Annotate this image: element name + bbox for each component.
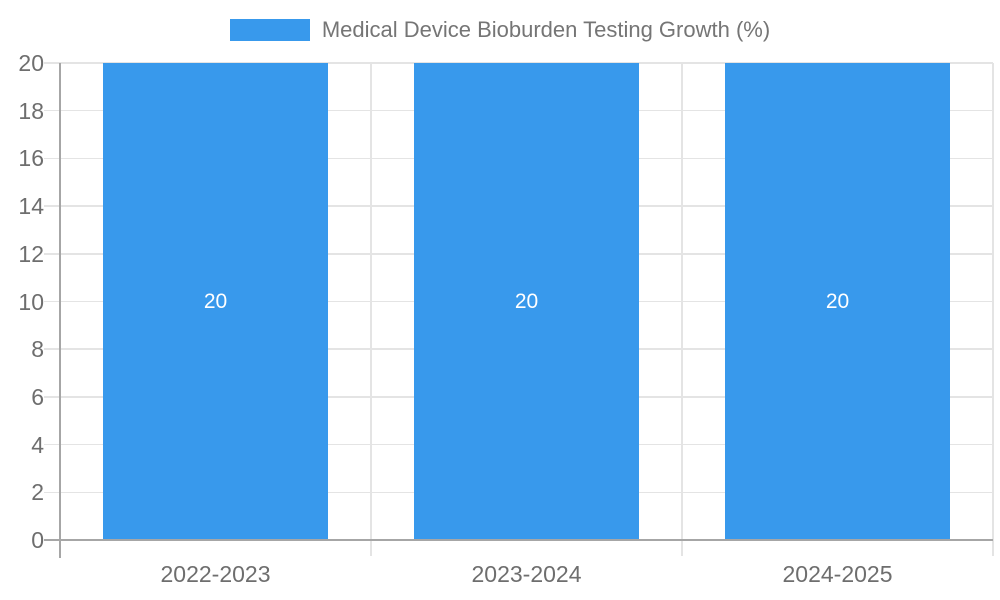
gridline-x-1 bbox=[370, 63, 372, 556]
gridline-x-2 bbox=[681, 63, 683, 556]
y-tick-label-4: 4 bbox=[31, 431, 44, 458]
legend-label: Medical Device Bioburden Testing Growth … bbox=[321, 17, 771, 42]
y-tick-label-12: 12 bbox=[18, 240, 44, 267]
y-axis-line bbox=[59, 63, 61, 558]
bar-value-label: 20 bbox=[203, 289, 228, 313]
y-tick-label-6: 6 bbox=[31, 383, 44, 410]
x-tick-label-2022-2023: 2022-2023 bbox=[160, 561, 271, 587]
y-tick-label-8: 8 bbox=[31, 336, 44, 363]
y-tick-label-20: 20 bbox=[18, 50, 44, 76]
y-tick-label-2: 2 bbox=[31, 479, 44, 506]
legend[interactable]: Medical Device Bioburden Testing Growth … bbox=[0, 17, 1000, 43]
legend-color-swatch-icon bbox=[229, 19, 310, 41]
plot-area: 20 20 20 bbox=[44, 62, 994, 558]
y-tick-label-0: 0 bbox=[31, 527, 44, 553]
bar-2022-2023[interactable]: 20 bbox=[103, 63, 328, 540]
x-tick-label-2023-2024: 2023-2024 bbox=[471, 561, 582, 587]
y-tick-label-16: 16 bbox=[18, 145, 44, 172]
x-axis-line bbox=[44, 539, 993, 541]
bar-value-label: 20 bbox=[825, 289, 850, 313]
x-tick-label-2024-2025: 2024-2025 bbox=[782, 561, 893, 587]
bar-2024-2025[interactable]: 20 bbox=[725, 63, 950, 540]
y-tick-label-14: 14 bbox=[18, 193, 44, 220]
gridline-x-3 bbox=[992, 63, 994, 556]
y-tick-label-18: 18 bbox=[18, 97, 44, 124]
bar-2023-2024[interactable]: 20 bbox=[414, 63, 639, 540]
y-tick-label-10: 10 bbox=[18, 288, 44, 315]
bar-value-label: 20 bbox=[514, 289, 539, 313]
